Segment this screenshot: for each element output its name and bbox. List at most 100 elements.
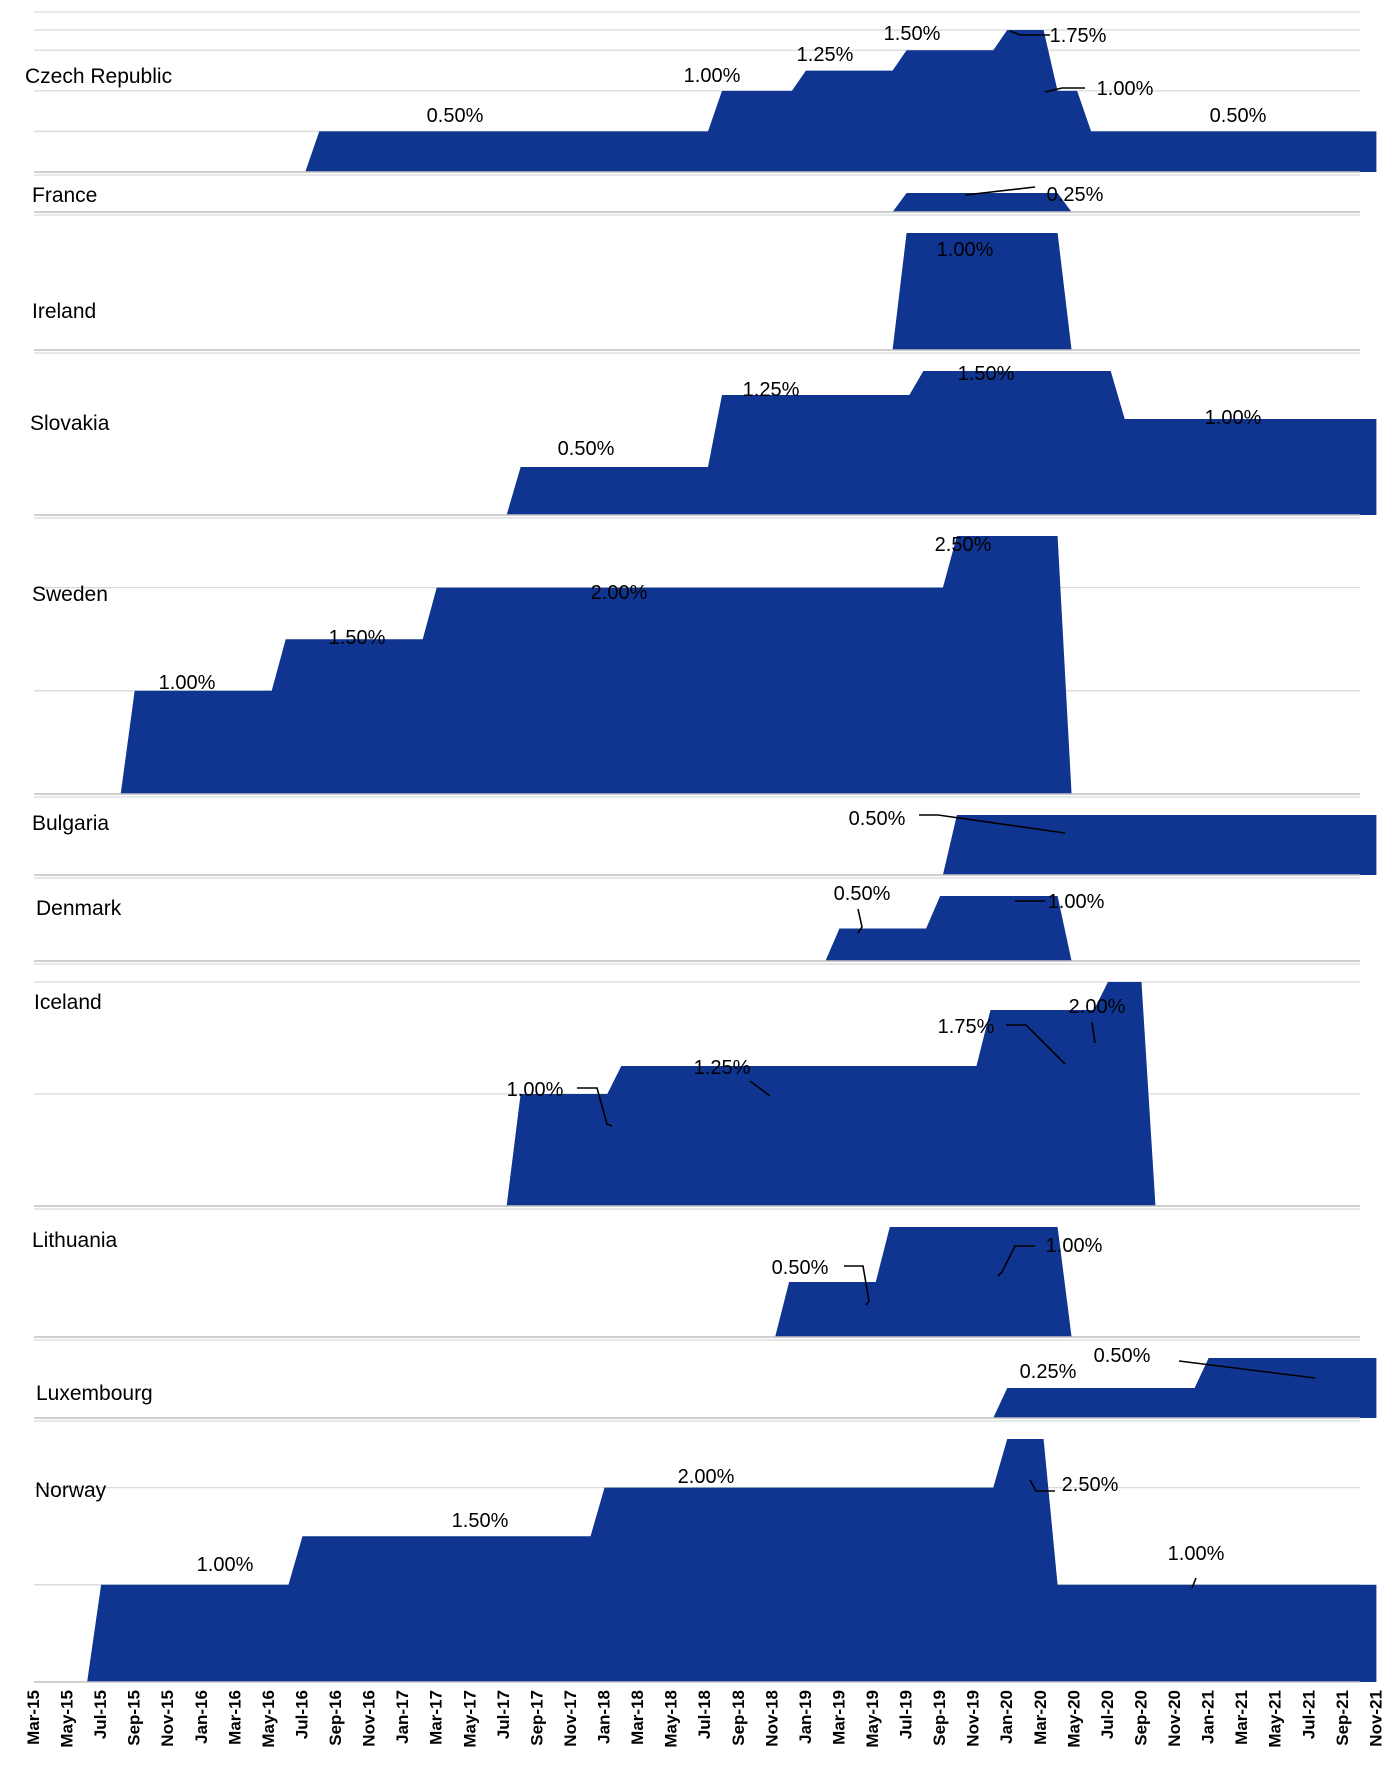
rate-value-label: 1.75% xyxy=(1050,25,1107,47)
country-label: Slovakia xyxy=(30,412,110,435)
rate-value-label: 1.50% xyxy=(452,1510,509,1532)
country-label: Ireland xyxy=(32,300,96,323)
panel-lithuania: Lithuania 0.50% 1.00% xyxy=(32,1208,1360,1338)
x-tick-label: Mar-18 xyxy=(628,1690,647,1745)
x-tick-label: May-15 xyxy=(58,1690,77,1748)
rate-value-label: 1.50% xyxy=(958,363,1015,385)
x-tick-label: Jan-16 xyxy=(192,1690,211,1744)
rate-value-label: 0.25% xyxy=(1020,1361,1077,1383)
x-tick-label: May-19 xyxy=(863,1690,882,1748)
x-tick-label: Mar-20 xyxy=(1031,1690,1050,1745)
panel-sweden: Sweden 1.00% 1.50% 2.00% 2.50% xyxy=(32,517,1360,795)
label-leader-line xyxy=(1029,1479,1055,1492)
rate-value-label: 1.25% xyxy=(797,44,854,66)
country-label: Denmark xyxy=(36,897,122,920)
rate-value-label: 1.25% xyxy=(743,379,800,401)
rate-value-label: 0.50% xyxy=(558,438,615,460)
x-tick-label: Sep-19 xyxy=(930,1690,949,1746)
label-leader-line xyxy=(1006,1024,1066,1065)
x-tick-label: Mar-21 xyxy=(1232,1690,1251,1745)
rate-area xyxy=(825,896,1072,961)
rate-value-label: 0.50% xyxy=(772,1257,829,1279)
label-leader-line xyxy=(964,186,1036,196)
rate-value-label: 1.00% xyxy=(937,239,994,261)
rate-value-label: 0.50% xyxy=(849,808,906,830)
rate-value-label: 2.00% xyxy=(678,1466,735,1488)
x-tick-label: Nov-16 xyxy=(360,1690,379,1747)
x-tick-label: Jan-19 xyxy=(796,1690,815,1744)
country-label: France xyxy=(32,184,97,207)
rate-value-label: 1.00% xyxy=(684,65,741,87)
rate-area xyxy=(87,1439,1377,1682)
x-tick-label: Jul-19 xyxy=(897,1690,916,1739)
panel-ireland: Ireland 1.00% xyxy=(32,214,1360,351)
rate-value-label: 0.50% xyxy=(427,105,484,127)
label-leader-line xyxy=(1091,1021,1096,1044)
rate-value-label: 2.00% xyxy=(1069,996,1126,1018)
country-label: Iceland xyxy=(34,991,102,1014)
x-tick-label: Sep-15 xyxy=(125,1690,144,1746)
x-tick-label: Jul-20 xyxy=(1098,1690,1117,1739)
x-tick-label: May-20 xyxy=(1064,1690,1083,1748)
x-tick-label: Jul-18 xyxy=(695,1690,714,1739)
rate-area xyxy=(775,1227,1072,1337)
label-leader-line xyxy=(577,1087,613,1127)
rate-value-label: 2.50% xyxy=(1062,1474,1119,1496)
label-leader-line xyxy=(844,1265,870,1306)
country-label: Sweden xyxy=(32,583,108,606)
x-tick-label: Mar-15 xyxy=(24,1690,43,1745)
rate-value-label: 0.50% xyxy=(834,883,891,905)
x-tick-label: Sep-17 xyxy=(527,1690,546,1746)
rate-area xyxy=(506,371,1377,515)
x-tick-label: Mar-16 xyxy=(225,1690,244,1745)
x-tick-label: Sep-16 xyxy=(326,1690,345,1746)
x-tick-label: Nov-15 xyxy=(158,1690,177,1747)
label-leader-line xyxy=(919,814,1066,834)
panel-denmark: Denmark 0.50% 1.00% xyxy=(34,877,1360,962)
x-tick-label: Jan-18 xyxy=(595,1690,614,1744)
rate-value-label: 1.50% xyxy=(884,23,941,45)
country-label: Bulgaria xyxy=(32,812,109,835)
label-leader-line xyxy=(1009,30,1050,36)
x-tick-label: Jul-16 xyxy=(292,1690,311,1739)
rate-area xyxy=(942,815,1377,875)
x-tick-label: Sep-18 xyxy=(729,1690,748,1746)
panel-iceland: Iceland 1.00% 1.25% 1.75% 2.00% xyxy=(34,963,1360,1207)
x-tick-label: Mar-19 xyxy=(829,1690,848,1745)
label-leader-line xyxy=(997,1245,1035,1277)
rate-value-label: 2.00% xyxy=(591,582,648,604)
rate-value-label: 2.50% xyxy=(935,534,992,556)
x-tick-label: Jul-21 xyxy=(1299,1690,1318,1739)
label-leader-line xyxy=(749,1080,771,1097)
panel-france: France 0.25% xyxy=(32,174,1360,213)
x-tick-label: Mar-17 xyxy=(427,1690,446,1745)
rate-value-label: 1.00% xyxy=(507,1079,564,1101)
x-tick-label: Jan-17 xyxy=(393,1690,412,1744)
country-label: Lithuania xyxy=(32,1229,118,1252)
x-tick-label: Nov-17 xyxy=(561,1690,580,1747)
rate-value-label: 1.00% xyxy=(1048,891,1105,913)
panel-norway: Norway 1.00% 1.50% 2.00% 2.50% 1.00% xyxy=(34,1420,1377,1683)
rate-area xyxy=(506,982,1156,1206)
rate-value-label: 1.75% xyxy=(938,1016,995,1038)
x-axis: Mar-15 May-15 Jul-15 Sep-15 Nov-15 Jan-16 Mar-… xyxy=(24,1690,1385,1748)
x-tick-label: Nov-20 xyxy=(1165,1690,1184,1747)
label-leader-line xyxy=(1044,87,1085,93)
rate-value-label: 0.50% xyxy=(1094,1345,1151,1367)
rate-value-label: 1.00% xyxy=(1097,78,1154,100)
rate-value-label: 1.00% xyxy=(197,1554,254,1576)
rate-value-label: 1.50% xyxy=(329,627,386,649)
rate-area xyxy=(305,30,1377,172)
panel-luxembourg: Luxembourg 0.25% 0.50% xyxy=(34,1339,1377,1419)
x-tick-label: Jul-15 xyxy=(91,1690,110,1739)
rate-value-label: 0.25% xyxy=(1047,184,1104,206)
x-tick-label: Nov-18 xyxy=(762,1690,781,1747)
x-tick-label: May-21 xyxy=(1266,1690,1285,1748)
panel-slovakia: Slovakia 0.50% 1.25% 1.50% 1.00% xyxy=(30,352,1377,516)
x-tick-label: May-17 xyxy=(460,1690,479,1748)
x-tick-label: Sep-21 xyxy=(1333,1690,1352,1746)
country-label: Norway xyxy=(35,1479,107,1502)
x-tick-label: May-16 xyxy=(259,1690,278,1748)
x-tick-label: Nov-19 xyxy=(964,1690,983,1747)
